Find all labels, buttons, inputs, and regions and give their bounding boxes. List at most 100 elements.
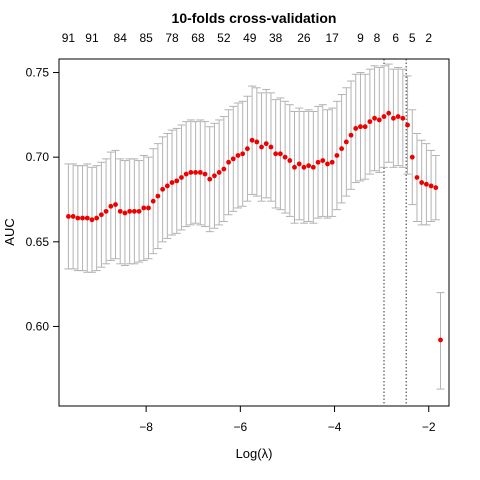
data-point-24: [179, 175, 184, 180]
top-axis-label-0: 91: [62, 31, 76, 45]
data-point-27: [193, 170, 198, 175]
data-point-75: [419, 180, 425, 185]
y-tick-label-0: 0.60: [26, 319, 50, 333]
data-point-19: [155, 193, 161, 199]
data-point-17: [146, 205, 151, 211]
data-point-1: [70, 214, 76, 219]
top-axis-label-13: 6: [392, 31, 399, 45]
data-point-52: [310, 164, 316, 170]
data-point-74: [414, 175, 420, 180]
data-point-41: [259, 144, 264, 150]
top-axis-label-12: 8: [374, 31, 381, 45]
data-point-29: [202, 171, 208, 177]
data-point-31: [212, 173, 217, 179]
plot-box: [58, 58, 450, 407]
data-point-56: [329, 159, 335, 165]
data-point-59: [343, 139, 349, 145]
data-point-70: [395, 114, 401, 119]
data-point-46: [282, 154, 288, 160]
top-axis-label-8: 38: [269, 31, 283, 45]
data-point-30: [207, 176, 213, 182]
data-point-69: [391, 115, 396, 121]
data-point-42: [263, 141, 269, 147]
data-point-15: [136, 208, 142, 214]
data-point-77: [428, 183, 434, 189]
data-point-14: [131, 208, 137, 214]
data-point-78: [433, 185, 439, 191]
top-axis-label-1: 91: [85, 31, 99, 45]
data-point-49: [296, 161, 302, 167]
data-point-34: [226, 159, 231, 165]
top-axis-label-14: 5: [409, 31, 416, 45]
top-axis-label-10: 17: [326, 31, 340, 45]
y-axis: 0.60 0.65 0.70 0.75: [26, 66, 59, 333]
data-point-32: [216, 170, 222, 175]
data-point-3: [80, 215, 85, 221]
top-axis-label-11: 9: [357, 31, 364, 45]
data-point-58: [339, 146, 345, 152]
x-axis-label: Log(λ): [236, 446, 273, 461]
data-point-20: [160, 186, 166, 192]
data-point-7: [98, 212, 104, 218]
chart-title: 10-folds cross-validation: [172, 10, 337, 26]
data-point-9: [108, 203, 114, 209]
data-point-48: [292, 164, 297, 170]
top-axis-label-6: 52: [217, 31, 231, 45]
data-point-10: [113, 202, 118, 207]
data-point-28: [197, 170, 203, 175]
data-point-55: [325, 161, 330, 167]
data-point-35: [230, 156, 236, 162]
data-point-16: [141, 205, 147, 211]
data-point-60: [348, 132, 354, 138]
data-point-66: [376, 117, 382, 123]
y-tick-label-3: 0.75: [26, 66, 50, 80]
top-axis-label-9: 26: [297, 31, 311, 45]
top-axis: 91 91 84 85 78 68 52 49 38 26 17 9 8 6 5 2: [62, 31, 433, 45]
data-point-53: [315, 159, 321, 165]
data-point-36: [235, 153, 241, 158]
top-axis-label-15: 2: [425, 31, 432, 45]
data-point-37: [240, 151, 246, 157]
data-point-47: [287, 158, 293, 163]
data-point-18: [150, 198, 156, 204]
data-point-4: [84, 215, 90, 221]
x-axis: −8 −6 −4 −2: [139, 406, 436, 434]
data-point-21: [164, 183, 170, 189]
data-point-72: [405, 122, 410, 128]
data-point-44: [273, 151, 279, 157]
data-point-57: [334, 153, 340, 158]
data-point-65: [372, 115, 377, 121]
data-point-64: [367, 119, 373, 125]
data-point-39: [249, 137, 255, 143]
x-tick-label-2: −4: [328, 420, 342, 434]
data-point-11: [117, 208, 123, 214]
data-point-5: [89, 217, 95, 223]
top-axis-label-3: 85: [139, 31, 153, 45]
data-point-22: [169, 180, 175, 185]
data-point-12: [122, 210, 128, 216]
data-point-73: [409, 154, 415, 160]
data-point-2: [75, 215, 81, 221]
y-axis-label: AUC: [2, 218, 17, 245]
data-point-51: [306, 163, 312, 169]
y-tick-label-1: 0.65: [26, 235, 50, 249]
x-tick-label-1: −6: [233, 420, 247, 434]
data-point-43: [268, 144, 274, 150]
y-tick-label-2: 0.70: [26, 150, 50, 164]
data-point-50: [301, 164, 307, 170]
data-point-26: [188, 170, 194, 175]
data-point-38: [245, 146, 250, 152]
data-point-23: [174, 178, 180, 184]
data-point-45: [277, 151, 283, 157]
data-point-63: [362, 124, 368, 130]
top-axis-label-5: 68: [191, 31, 205, 45]
data-point-62: [358, 124, 363, 130]
data-points: [66, 110, 443, 343]
data-point-71: [400, 115, 406, 121]
top-axis-label-4: 78: [165, 31, 179, 45]
top-axis-label-7: 49: [243, 31, 257, 45]
data-point-40: [254, 139, 260, 145]
data-point-8: [103, 208, 109, 214]
data-point-25: [183, 171, 189, 177]
